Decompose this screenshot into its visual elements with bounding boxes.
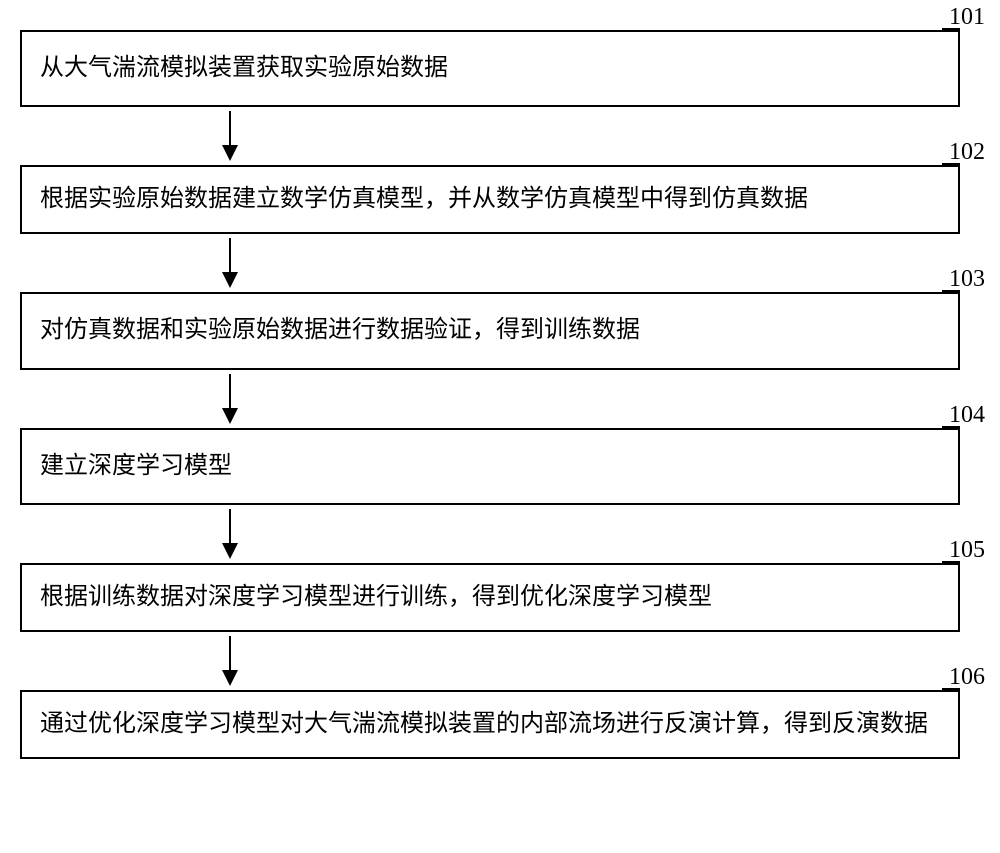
- step-text: 根据训练数据对深度学习模型进行训练，得到优化深度学习模型: [40, 584, 712, 610]
- step-105-wrapper: 105 根据训练数据对深度学习模型进行训练，得到优化深度学习模型: [20, 563, 980, 632]
- step-label: 101: [949, 4, 985, 31]
- flowchart-container: 101 从大气湍流模拟装置获取实验原始数据 102 根据实验原始数据建立数学仿真…: [20, 30, 980, 759]
- step-103-wrapper: 103 对仿真数据和实验原始数据进行数据验证，得到训练数据: [20, 292, 980, 369]
- step-box-104: 建立深度学习模型: [20, 428, 960, 505]
- label-connector: [942, 561, 960, 587]
- label-connector: [942, 163, 960, 189]
- step-box-105: 根据训练数据对深度学习模型进行训练，得到优化深度学习模型: [20, 563, 960, 632]
- step-102-wrapper: 102 根据实验原始数据建立数学仿真模型，并从数学仿真模型中得到仿真数据: [20, 165, 980, 234]
- step-106-wrapper: 106 通过优化深度学习模型对大气湍流模拟装置的内部流场进行反演计算，得到反演数…: [20, 690, 980, 759]
- step-label: 103: [949, 266, 985, 293]
- label-connector: [942, 688, 960, 714]
- arrow-icon: [20, 374, 980, 424]
- arrow-icon: [20, 111, 980, 161]
- label-connector: [942, 28, 960, 54]
- step-101-wrapper: 101 从大气湍流模拟装置获取实验原始数据: [20, 30, 980, 107]
- step-label: 104: [949, 402, 985, 429]
- step-box-101: 从大气湍流模拟装置获取实验原始数据: [20, 30, 960, 107]
- arrow-icon: [20, 509, 980, 559]
- step-text: 对仿真数据和实验原始数据进行数据验证，得到训练数据: [40, 317, 640, 343]
- step-box-102: 根据实验原始数据建立数学仿真模型，并从数学仿真模型中得到仿真数据: [20, 165, 960, 234]
- step-label: 106: [949, 664, 985, 691]
- label-connector: [942, 426, 960, 452]
- step-text: 从大气湍流模拟装置获取实验原始数据: [40, 55, 448, 81]
- step-text: 根据实验原始数据建立数学仿真模型，并从数学仿真模型中得到仿真数据: [40, 186, 808, 212]
- step-label: 105: [949, 537, 985, 564]
- step-label: 102: [949, 139, 985, 166]
- step-box-106: 通过优化深度学习模型对大气湍流模拟装置的内部流场进行反演计算，得到反演数据: [20, 690, 960, 759]
- arrow-icon: [20, 238, 980, 288]
- step-text: 建立深度学习模型: [40, 453, 232, 479]
- step-box-103: 对仿真数据和实验原始数据进行数据验证，得到训练数据: [20, 292, 960, 369]
- label-connector: [942, 290, 960, 316]
- arrow-icon: [20, 636, 980, 686]
- step-104-wrapper: 104 建立深度学习模型: [20, 428, 980, 505]
- step-text: 通过优化深度学习模型对大气湍流模拟装置的内部流场进行反演计算，得到反演数据: [40, 711, 928, 737]
